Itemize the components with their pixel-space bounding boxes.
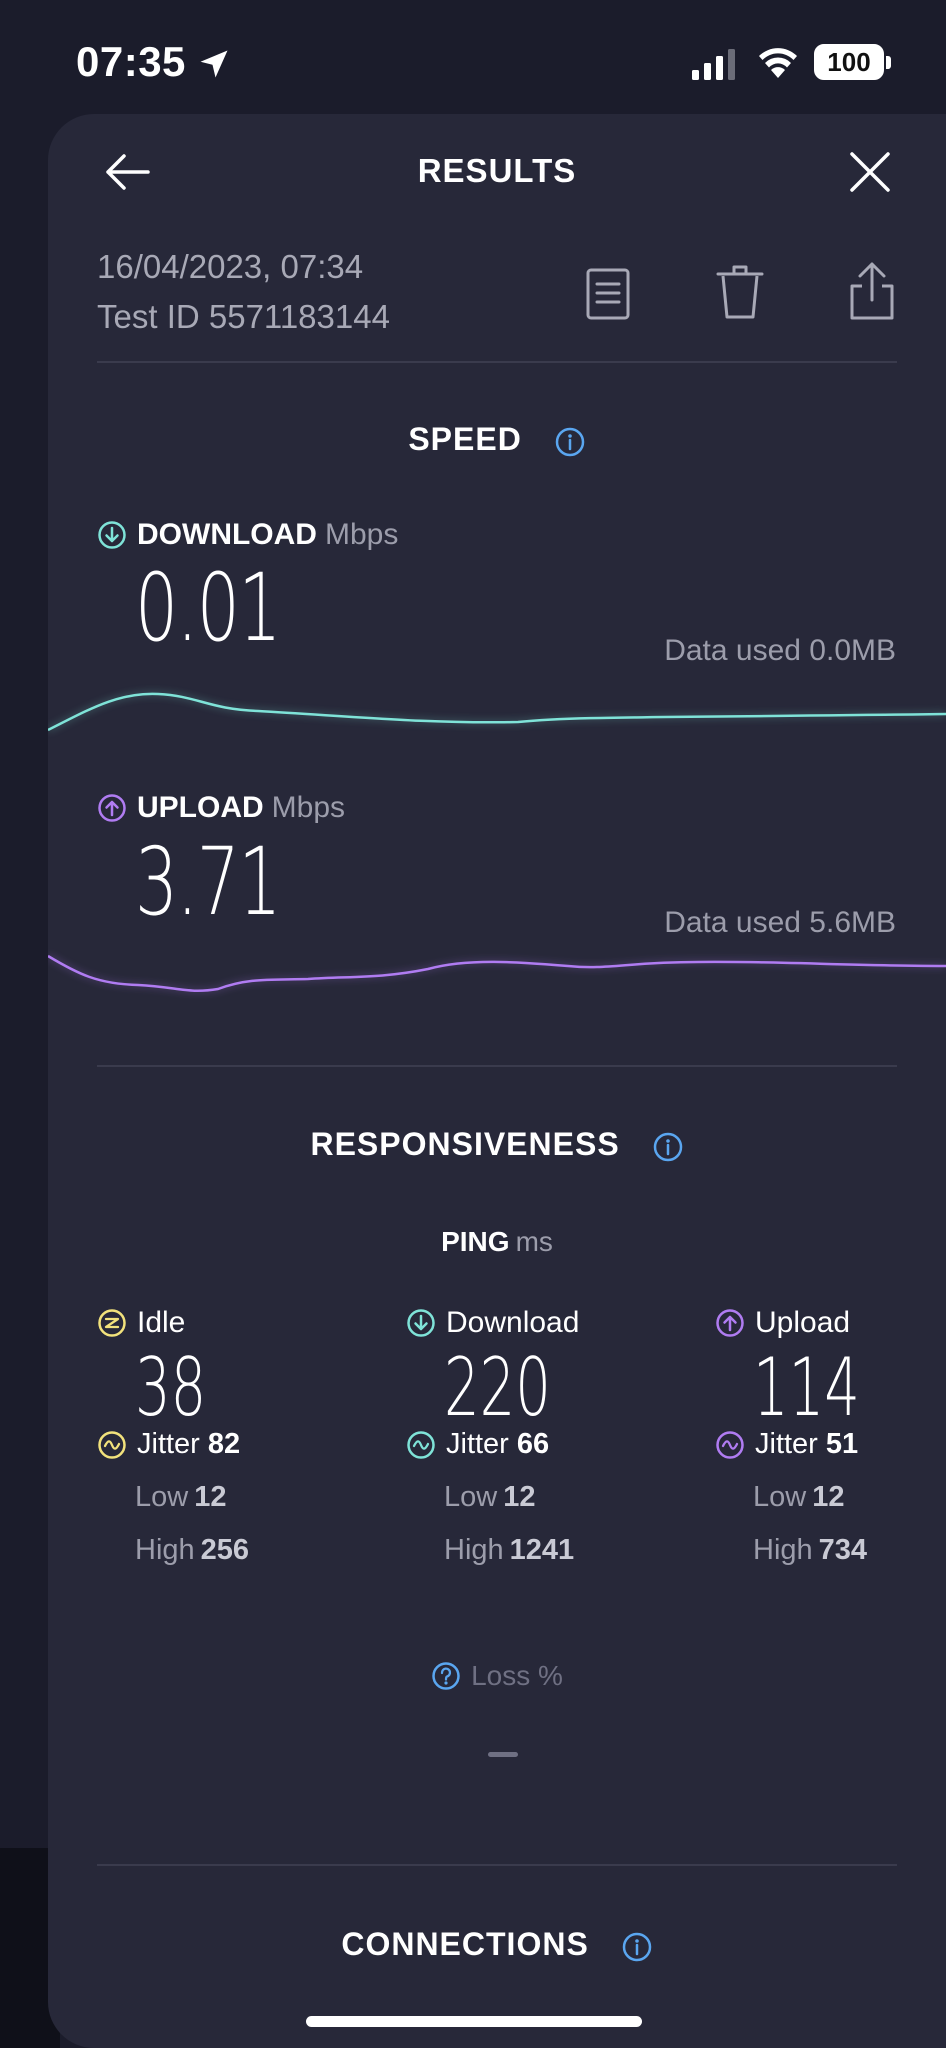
document-icon[interactable] <box>580 266 636 322</box>
status-bar: 07:35 100 <box>0 0 946 110</box>
download-jitter-value: 66 <box>516 1428 550 1460</box>
download-arrow-icon <box>98 521 126 549</box>
upload-unit: Mbps <box>271 791 346 824</box>
packet-loss: Loss % <box>48 1660 946 1692</box>
upload-ping-label: Upload <box>755 1306 851 1339</box>
speed-section-title: SPEED <box>48 421 946 458</box>
loss-value-placeholder <box>488 1752 518 1757</box>
high-label: High <box>444 1534 504 1566</box>
test-date: 16/04/2023, 07:34 <box>97 248 364 285</box>
info-icon[interactable] <box>652 1131 684 1163</box>
idle-label: Idle <box>137 1306 186 1339</box>
wifi-icon <box>759 48 797 78</box>
ping-label: PING ms <box>48 1226 946 1258</box>
ping-column-download: Download 220 Jitter 66 Low 12 High 1241 <box>406 1306 646 1567</box>
connections-section-title: CONNECTIONS <box>48 1926 946 1963</box>
upload-graph <box>48 954 946 992</box>
battery-indicator: 100 <box>814 44 884 80</box>
status-time: 07:35 <box>76 38 186 85</box>
page-title: RESULTS <box>417 152 577 189</box>
info-icon[interactable] <box>554 426 586 458</box>
connections-title: CONNECTIONS <box>341 1926 589 1962</box>
download-high-value: 1241 <box>509 1534 575 1566</box>
trash-icon[interactable] <box>712 262 768 322</box>
jitter-icon <box>716 1430 744 1459</box>
upload-jitter-value: 51 <box>825 1428 859 1460</box>
jitter-label: Jitter <box>755 1428 818 1460</box>
upload-value: 3.71 <box>135 828 281 937</box>
download-unit: Mbps <box>324 518 399 551</box>
speed-title: SPEED <box>408 421 522 457</box>
download-header: DOWNLOAD Mbps <box>97 518 398 552</box>
cellular-signal-icon <box>692 49 735 80</box>
download-arrow-icon <box>407 1309 435 1337</box>
test-id: Test ID 5571183144 <box>97 298 390 335</box>
download-value: 0.01 <box>135 554 281 663</box>
download-low-value: 12 <box>503 1481 536 1513</box>
ping-column-idle: Idle 38 Jitter 82 Low 12 High 256 <box>97 1306 337 1567</box>
ping-title: PING <box>441 1226 510 1257</box>
ping-unit: ms <box>515 1226 553 1257</box>
close-icon[interactable] <box>842 144 898 200</box>
idle-high-value: 256 <box>200 1534 250 1566</box>
ping-column-upload: Upload 114 Jitter 51 Low 12 High 734 <box>715 1306 946 1567</box>
location-arrow-icon <box>200 50 228 78</box>
jitter-icon <box>407 1430 435 1459</box>
upload-ping-value: 114 <box>753 1341 860 1434</box>
divider <box>97 1864 897 1866</box>
share-icon[interactable] <box>844 260 900 322</box>
upload-arrow-icon <box>98 794 126 822</box>
jitter-icon <box>98 1430 126 1459</box>
divider <box>97 1065 897 1067</box>
info-icon[interactable] <box>621 1931 653 1963</box>
upload-label: UPLOAD <box>137 791 264 824</box>
upload-arrow-icon <box>716 1309 744 1337</box>
results-sheet: RESULTS 16/04/2023, 07:34 Test ID 557118… <box>48 114 946 2048</box>
idle-value: 38 <box>135 1341 207 1434</box>
low-label: Low <box>444 1481 498 1513</box>
responsiveness-title: RESPONSIVENESS <box>310 1126 620 1162</box>
download-graph <box>48 692 946 732</box>
upload-data-used: Data used 5.6MB <box>664 906 896 939</box>
battery-nub <box>886 56 891 69</box>
download-data-used: Data used 0.0MB <box>664 634 896 667</box>
jitter-label: Jitter <box>137 1428 200 1460</box>
high-label: High <box>135 1534 195 1566</box>
download-ping-value: 220 <box>444 1341 551 1434</box>
back-arrow-icon[interactable] <box>100 144 156 200</box>
low-label: Low <box>753 1481 807 1513</box>
home-indicator[interactable] <box>306 2016 642 2027</box>
loss-label: Loss % <box>471 1660 563 1691</box>
upload-header: UPLOAD Mbps <box>97 791 345 825</box>
upload-low-value: 12 <box>812 1481 845 1513</box>
idle-low-value: 12 <box>194 1481 227 1513</box>
idle-icon <box>98 1309 126 1337</box>
divider <box>97 361 897 363</box>
idle-jitter-value: 82 <box>207 1428 241 1460</box>
high-label: High <box>753 1534 813 1566</box>
download-ping-label: Download <box>446 1306 580 1339</box>
question-icon[interactable] <box>431 1661 461 1691</box>
low-label: Low <box>135 1481 189 1513</box>
jitter-label: Jitter <box>446 1428 509 1460</box>
upload-high-value: 734 <box>818 1534 868 1566</box>
responsiveness-section-title: RESPONSIVENESS <box>48 1126 946 1163</box>
download-label: DOWNLOAD <box>137 518 317 551</box>
